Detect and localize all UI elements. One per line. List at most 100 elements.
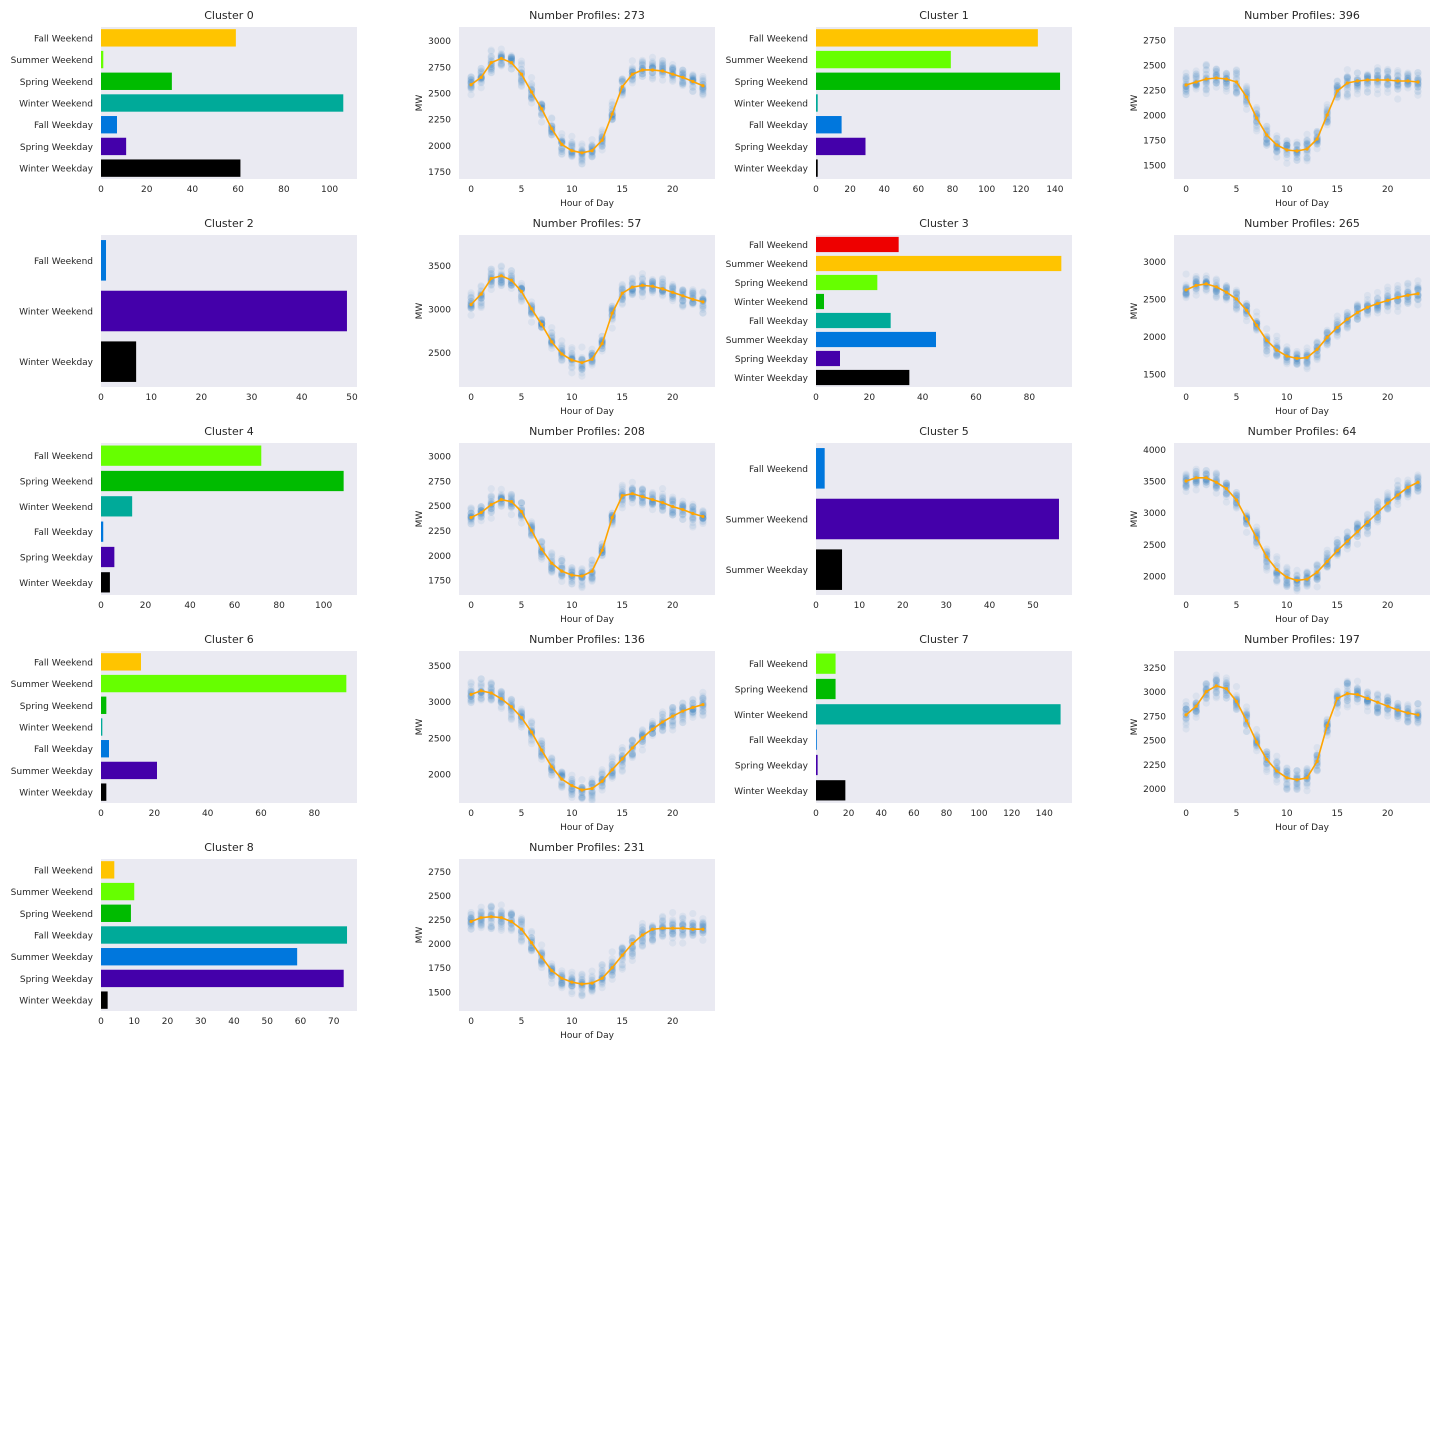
profile-point — [1283, 141, 1291, 150]
y-axis-label: MW — [1130, 303, 1140, 320]
profile-point — [669, 498, 677, 506]
profile-point — [1273, 338, 1281, 347]
x-tick-label: 5 — [519, 809, 525, 819]
mean-point — [1386, 704, 1390, 708]
x-tick-label: 5 — [1234, 185, 1240, 195]
bar-0 — [816, 29, 1038, 47]
profile-point — [648, 285, 657, 294]
bar-6 — [101, 159, 241, 177]
profile-point — [477, 301, 485, 309]
bar-5 — [101, 969, 344, 988]
profile-point — [578, 568, 586, 576]
profile-point — [648, 60, 657, 68]
profile-point — [638, 61, 647, 69]
profile-point — [699, 303, 707, 311]
profile-point — [1394, 85, 1402, 93]
profile-point — [628, 277, 636, 286]
profile-point — [689, 286, 697, 294]
x-tick-label: 10 — [1281, 809, 1293, 819]
profile-point — [1192, 70, 1200, 78]
profile-point — [1293, 138, 1301, 146]
profile-point — [638, 485, 647, 493]
x-tick-label: 20 — [141, 185, 153, 195]
profile-point — [1242, 312, 1251, 321]
category-label: Fall Weekday — [34, 121, 94, 131]
profile-point — [1414, 286, 1422, 294]
profile-point — [1363, 88, 1372, 96]
bar-0 — [816, 653, 836, 674]
bar-1 — [101, 470, 344, 492]
profile-point — [1212, 287, 1220, 295]
profile-point — [497, 926, 505, 934]
profile-point — [467, 304, 475, 312]
profile-point — [1232, 90, 1241, 98]
profile-point — [507, 53, 516, 61]
profile-point — [1293, 360, 1301, 369]
mean-point — [540, 547, 544, 551]
profile-point — [1182, 483, 1190, 491]
profile-point — [578, 776, 586, 784]
mean-profile-line — [470, 492, 704, 577]
profile-point — [1363, 88, 1372, 96]
profile-point — [1182, 290, 1190, 298]
profile-point — [1394, 72, 1402, 80]
profile-point — [1192, 81, 1200, 89]
profile-point — [598, 138, 606, 146]
mean-point — [1396, 295, 1400, 300]
profile-point — [1353, 315, 1362, 323]
profile-point — [669, 76, 677, 84]
profile-point — [1212, 79, 1220, 87]
bar-1 — [101, 674, 347, 693]
profile-point — [507, 925, 516, 933]
profile-point — [1333, 81, 1341, 90]
profile-point — [1263, 333, 1271, 342]
category-label: Spring Weekend — [735, 686, 808, 696]
profile-point — [1253, 308, 1261, 316]
profile-point — [588, 352, 596, 360]
profile-point — [669, 292, 677, 300]
profile-point — [1384, 67, 1392, 75]
profile-point — [628, 280, 636, 288]
profile-point — [548, 557, 556, 565]
profile-point — [1202, 277, 1210, 286]
profile-point — [598, 126, 606, 134]
x-axis-label: Hour of Day — [1275, 407, 1330, 417]
profile-point — [1363, 70, 1372, 78]
profile-point — [1192, 73, 1200, 81]
profile-point — [1343, 74, 1351, 82]
profile-point — [1313, 351, 1321, 359]
profile-point — [1353, 302, 1362, 310]
profile-point — [1333, 331, 1341, 339]
profile-point — [658, 503, 667, 511]
profile-point — [1394, 80, 1402, 88]
profile-point — [467, 84, 475, 92]
mean-point — [1375, 511, 1380, 515]
profile-point — [548, 568, 556, 577]
category-label: Fall Weekend — [34, 34, 93, 44]
profile-point — [487, 68, 495, 77]
x-tick-label: 40 — [202, 809, 214, 819]
profile-point — [699, 89, 707, 98]
profile-point — [648, 63, 657, 71]
profile-point — [1212, 294, 1220, 302]
profile-point — [598, 142, 606, 150]
profile-point — [669, 284, 677, 292]
profile-point — [679, 286, 687, 294]
profile-point — [477, 283, 485, 291]
mean-point — [1244, 95, 1249, 99]
profile-point — [548, 567, 556, 575]
profile-point — [568, 566, 576, 574]
profile-point — [618, 299, 626, 307]
profile-point — [679, 303, 687, 311]
profile-point — [689, 500, 697, 508]
y-tick-label: 2250 — [1143, 761, 1166, 771]
profile-point — [638, 497, 647, 505]
profile-point — [648, 278, 657, 286]
profile-point — [467, 304, 475, 312]
profile-point — [689, 83, 697, 91]
mean-point — [1365, 78, 1370, 82]
profile-point — [507, 61, 516, 69]
mean-point — [1355, 310, 1360, 315]
